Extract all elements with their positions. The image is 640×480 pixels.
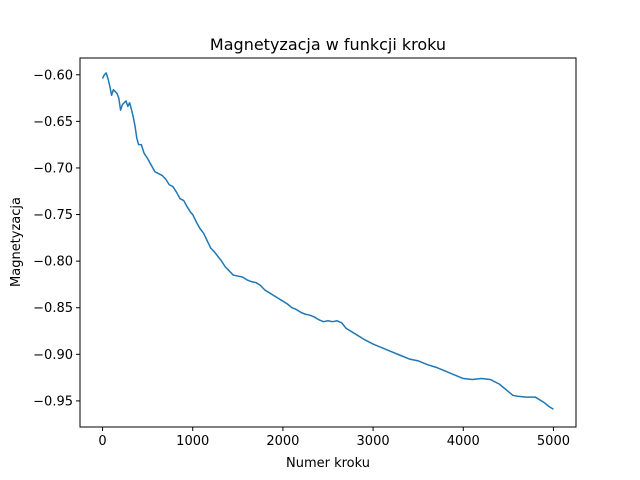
plot-area	[101, 72, 554, 410]
y-tick-label: −0.80	[33, 255, 73, 270]
x-axis-label: Numer kroku	[286, 456, 370, 471]
x-tick-label: 2000	[266, 434, 299, 449]
y-axis: −0.60 −0.65 −0.70 −0.75 −0.80 −0.85 −0.90 −0.95	[33, 68, 80, 409]
y-tick-label: −0.75	[33, 208, 73, 223]
x-tick-label: 4000	[447, 434, 480, 449]
y-tick-label: −0.90	[33, 348, 73, 363]
y-tick-label: −0.65	[33, 115, 73, 130]
x-tick-label: 3000	[357, 434, 390, 449]
x-tick-label: 5000	[537, 434, 570, 449]
x-tick-label: 1000	[176, 434, 209, 449]
y-tick-label: −0.95	[33, 394, 73, 409]
y-tick-label: −0.60	[33, 68, 73, 83]
y-tick-label: −0.70	[33, 161, 73, 176]
chart-title: Magnetyzacja w funkcji kroku	[210, 35, 446, 54]
y-tick-label: −0.85	[33, 301, 73, 316]
x-tick-label: 0	[98, 434, 106, 449]
x-axis: 0 1000 2000 3000 4000 5000	[98, 427, 570, 449]
plot-frame	[79, 57, 577, 428]
magnetization-series-line	[101, 72, 554, 410]
y-axis-label: Magnetyzacja	[9, 197, 24, 287]
